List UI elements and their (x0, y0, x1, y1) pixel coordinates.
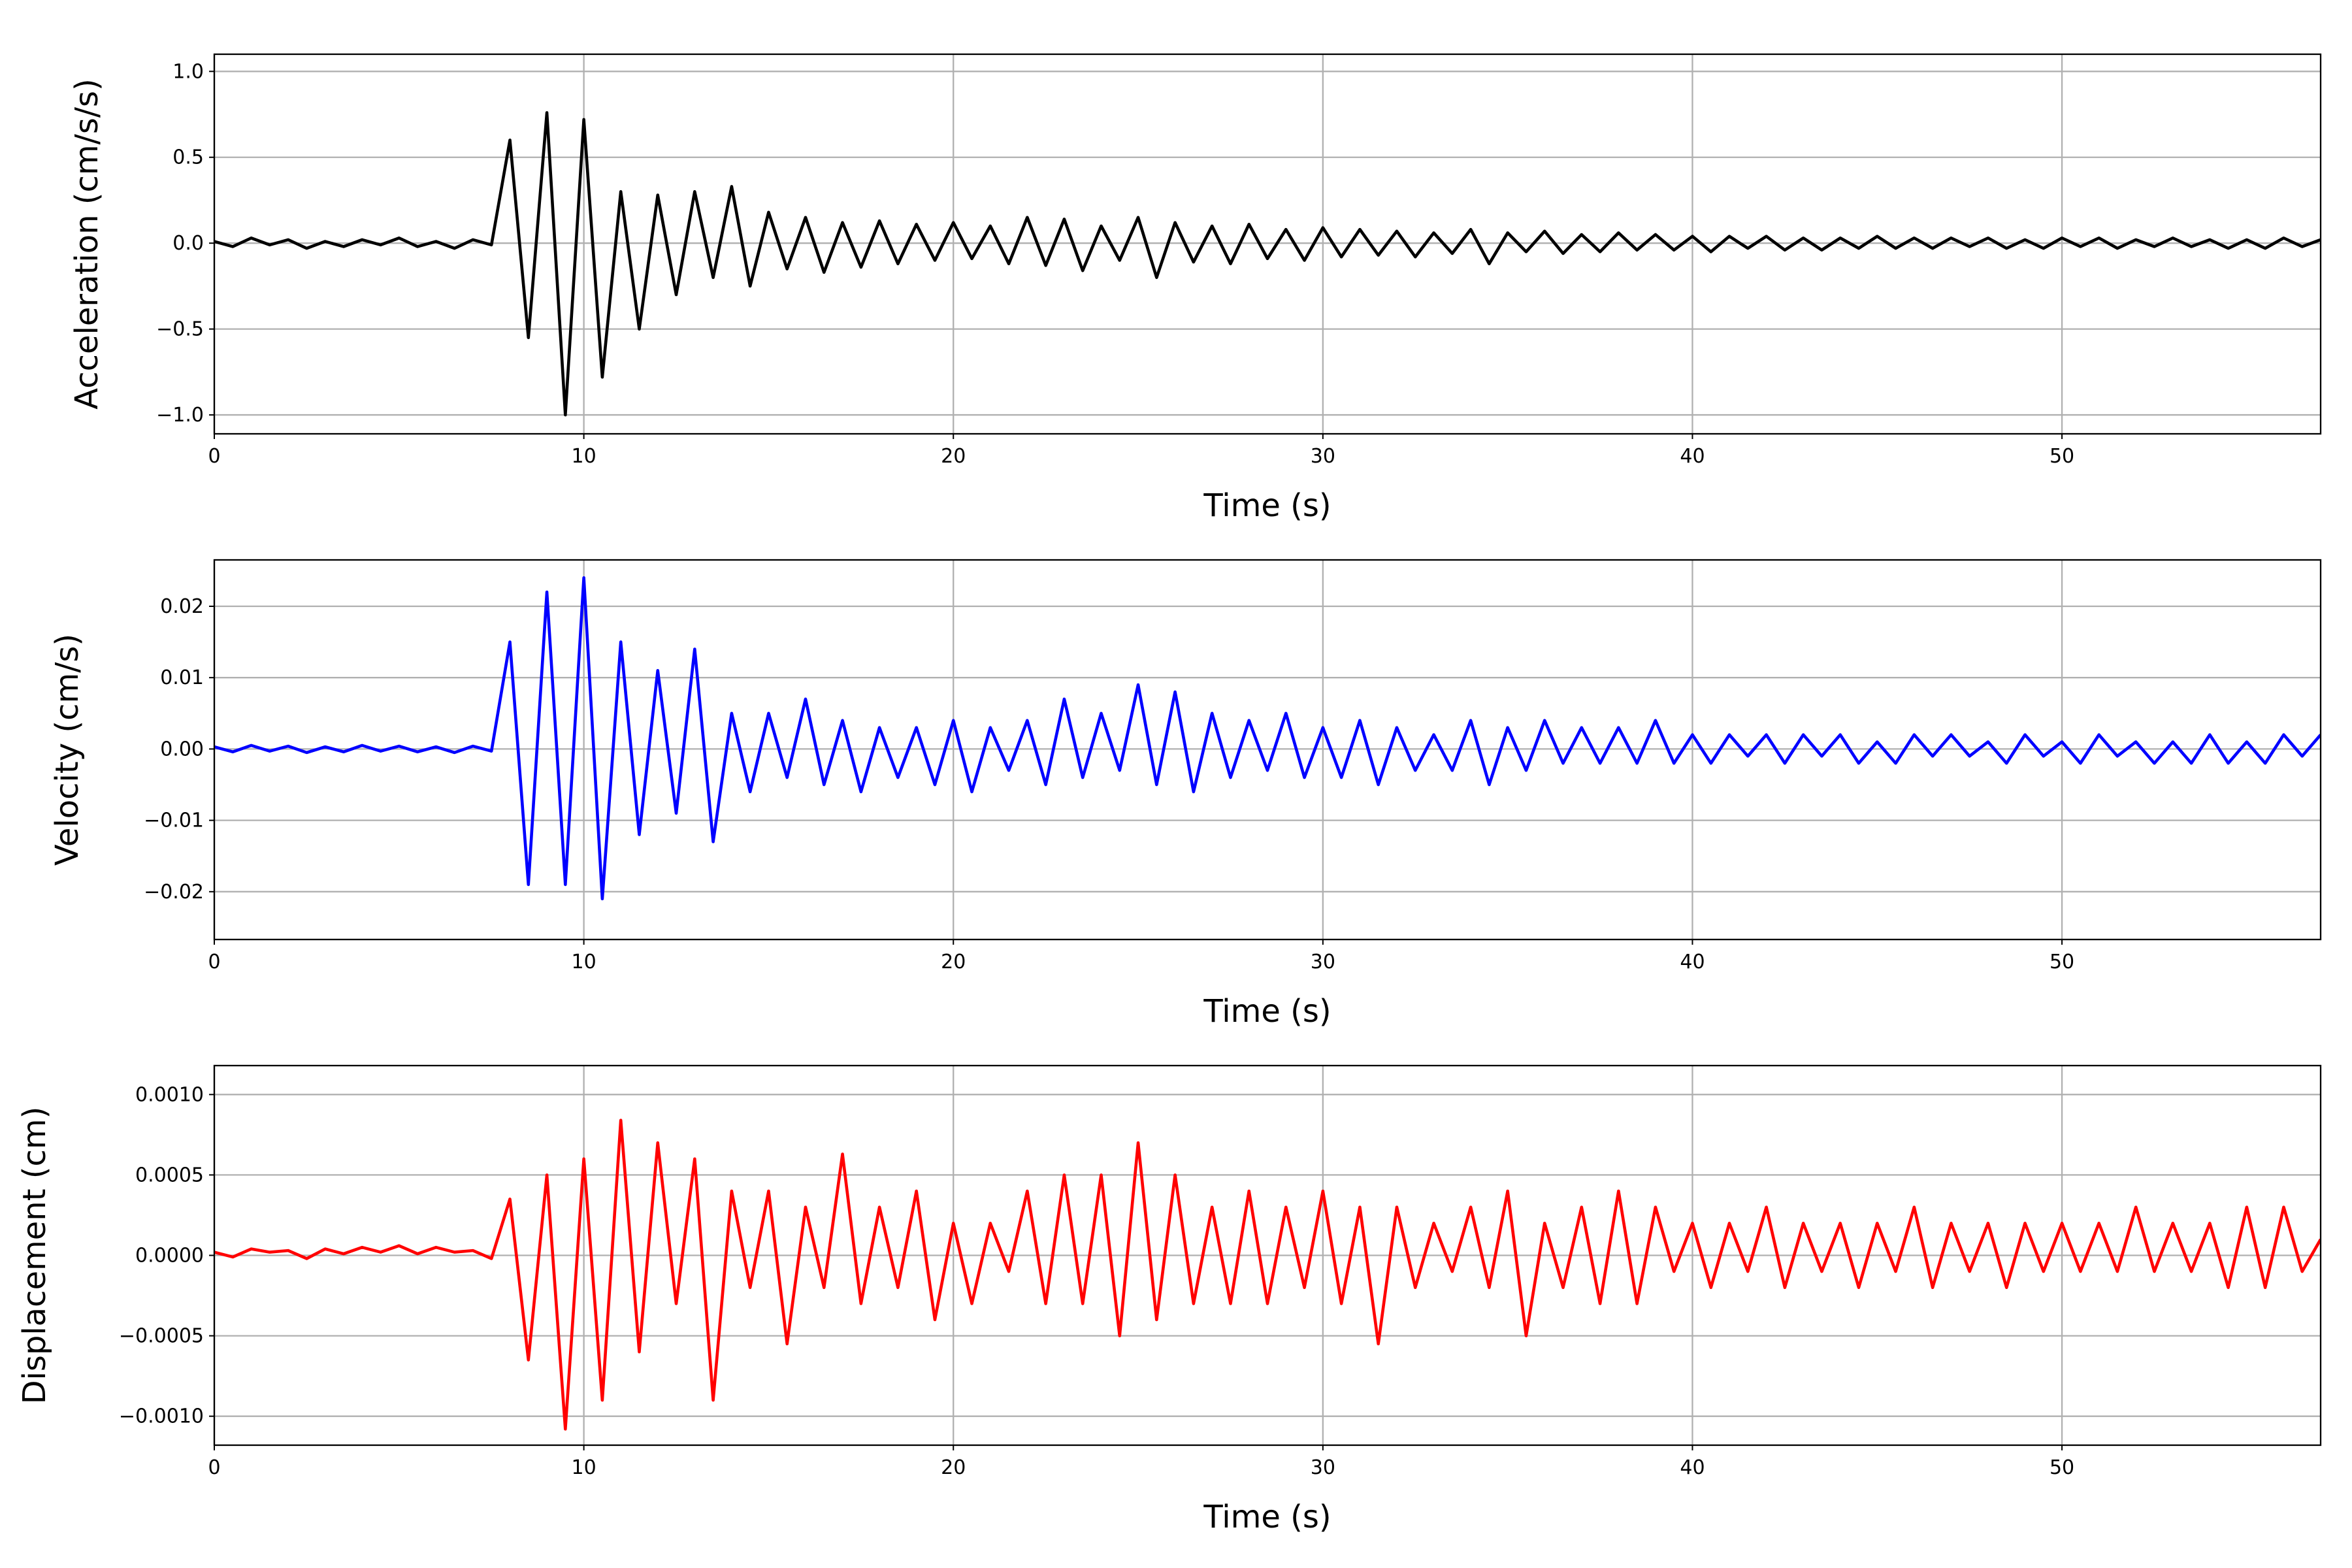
x-axis-label: Time (s) (1203, 993, 1331, 1030)
data-line (214, 111, 2321, 417)
y-tick-label: −0.5 (156, 318, 204, 341)
y-tick-label: 0.00 (160, 738, 204, 760)
axes-frame (213, 1064, 2322, 1446)
y-tick-label: 0.5 (172, 146, 204, 169)
y-tick-label: −0.01 (144, 809, 204, 832)
axes-frame (213, 53, 2322, 435)
x-tick-label: 50 (2050, 951, 2074, 973)
x-tick-label: 50 (2050, 1456, 2074, 1479)
plot-area (214, 54, 2321, 434)
y-tick-label: 1.0 (172, 60, 204, 83)
x-tick-label: 40 (1680, 1456, 1705, 1479)
x-axis-label: Time (s) (1203, 1499, 1331, 1535)
x-tick-label: 30 (1311, 445, 1335, 468)
x-tick-label: 40 (1680, 951, 1705, 973)
y-tick-label: 0.0005 (135, 1164, 204, 1186)
y-tick-label: 0.0000 (135, 1245, 204, 1267)
y-tick-label: 0.0 (172, 232, 204, 255)
x-tick-label: 10 (572, 445, 596, 468)
x-tick-label: 0 (208, 445, 220, 468)
x-tick-label: 20 (941, 1456, 966, 1479)
subplot: 0 10 20 30 40 50 −1.0 −0.5 0.0 0.5 1.0 Time (s) Acce… (69, 53, 2322, 524)
x-tick-label: 10 (572, 1456, 596, 1479)
x-tick-label: 20 (941, 445, 966, 468)
subplot: 0 10 20 30 40 50 −0.02 −0.01 0.00 0.01 0.02 Time (s… (49, 559, 2322, 1030)
y-tick-label: −0.0005 (119, 1325, 204, 1348)
y-axis-label: Acceleration (cm/s/s) (69, 78, 105, 409)
y-tick-label: −0.02 (144, 881, 204, 904)
x-tick-label: 30 (1311, 1456, 1335, 1479)
y-tick-label: 0.0010 (135, 1083, 204, 1106)
x-tick-label: 0 (208, 951, 220, 973)
y-axis-label: Displacement (cm) (16, 1107, 53, 1405)
y-axis-label: Velocity (cm/s) (49, 634, 86, 866)
y-tick-label: −1.0 (156, 404, 204, 427)
x-axis-label: Time (s) (1203, 487, 1331, 524)
subplot: 0 10 20 30 40 50 −0.0010 −0.0005 0.0000 0.0005 0.0… (16, 1064, 2322, 1535)
y-tick-label: 0.02 (160, 595, 204, 618)
x-tick-label: 0 (208, 1456, 220, 1479)
axes-frame (213, 559, 2322, 941)
x-tick-label: 10 (572, 951, 596, 973)
y-tick-label: 0.01 (160, 666, 204, 689)
x-tick-label: 30 (1311, 951, 1335, 973)
data-line (214, 1119, 2321, 1431)
x-tick-label: 50 (2050, 445, 2074, 468)
x-tick-label: 40 (1680, 445, 1705, 468)
data-line (214, 576, 2321, 901)
y-tick-label: −0.0010 (119, 1405, 204, 1428)
x-tick-label: 20 (941, 951, 966, 973)
